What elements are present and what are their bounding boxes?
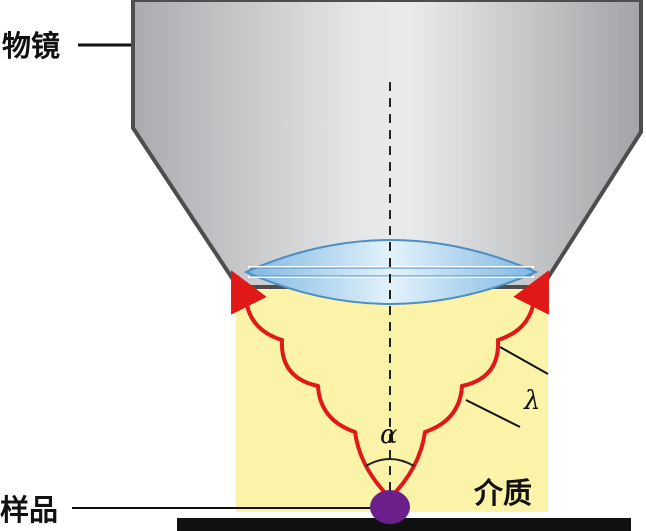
wavelength-indicator (465, 346, 549, 428)
right-light-ray (388, 270, 549, 500)
left-light-ray (231, 270, 392, 500)
stage (177, 518, 631, 531)
aperture-angle-arc (365, 458, 415, 467)
medium-label: 介质 (473, 476, 532, 510)
wavelength-label: λ (523, 386, 540, 416)
sample-label: 样品 (0, 493, 58, 527)
objective-label: 物镜 (2, 29, 60, 63)
immersion-medium (236, 272, 548, 512)
sample-dot (370, 490, 410, 524)
aperture-angle-label: α (380, 420, 398, 450)
